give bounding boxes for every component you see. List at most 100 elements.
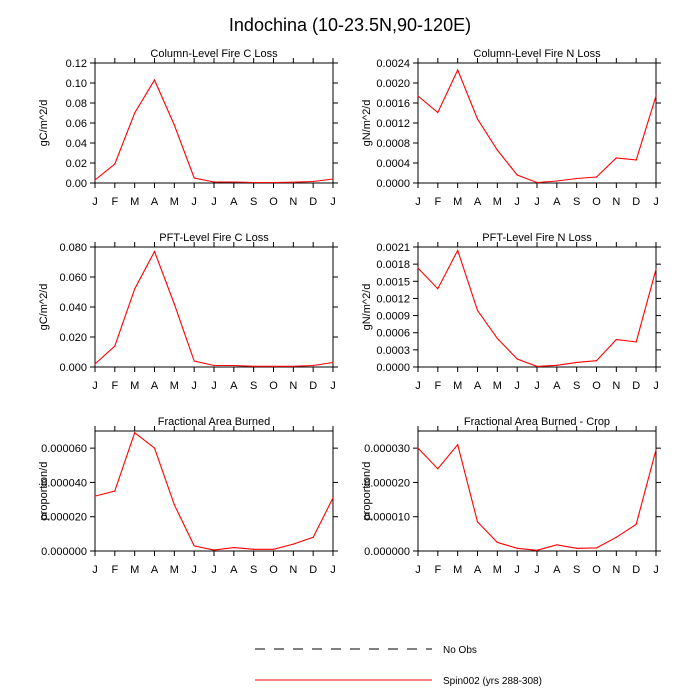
x-tick-label: M	[130, 380, 139, 392]
data-point	[655, 449, 657, 451]
data-point	[134, 288, 136, 290]
y-tick-label: 0.0000	[376, 178, 410, 190]
data-point	[496, 541, 498, 544]
y-tick-label: 0.00	[66, 178, 87, 190]
x-tick-label: J	[211, 564, 217, 576]
x-tick-label: J	[92, 196, 98, 208]
x-tick-label: M	[130, 196, 139, 208]
data-point	[536, 181, 538, 184]
chart-panel-5: Fractional Area Burnedproportion/d0.0000…	[38, 416, 338, 576]
data-point	[173, 504, 175, 506]
y-tick-label: 0.0018	[376, 259, 410, 271]
data-point	[114, 345, 116, 347]
data-point	[516, 174, 518, 176]
x-tick-label: M	[453, 380, 462, 392]
y-tick-label: 0.0021	[376, 242, 410, 254]
data-point	[134, 432, 136, 434]
x-tick-label: J	[534, 196, 540, 208]
y-tick-label: 0.080	[59, 242, 87, 254]
y-tick-label: 0.0012	[376, 118, 410, 130]
data-point	[114, 163, 116, 165]
y-tick-label: 0.0024	[376, 58, 410, 70]
data-point	[253, 181, 255, 184]
x-tick-label: M	[493, 196, 502, 208]
x-tick-label: J	[330, 196, 336, 208]
data-point	[635, 523, 637, 525]
data-point	[556, 544, 558, 546]
plot-frame	[94, 246, 334, 368]
series-line-1	[94, 78, 334, 184]
data-point	[635, 341, 637, 343]
y-tick-label: 0.0016	[376, 98, 410, 110]
data-point	[516, 358, 518, 360]
y-tick-label: 0.12	[66, 58, 87, 70]
x-tick-label: J	[191, 196, 197, 208]
x-tick-label: A	[151, 564, 159, 576]
series-line-1	[417, 68, 657, 184]
data-point	[94, 363, 96, 365]
data-point	[556, 364, 558, 366]
data-point	[476, 118, 479, 120]
data-point	[595, 176, 598, 178]
chart-panel-2: Column-Level Fire N Loss gN/m^2/d 0.0000 0.…	[361, 48, 661, 208]
x-tick-label: J	[514, 564, 520, 576]
x-tick-label: D	[309, 196, 317, 208]
chart-title: PFT-Level Fire N Loss	[482, 232, 592, 244]
data-point	[595, 360, 598, 362]
plot-frame	[417, 62, 657, 184]
data-point	[457, 444, 459, 446]
data-point	[496, 337, 498, 340]
data-point	[615, 157, 617, 159]
chart-title: Fractional Area Burned - Crop	[464, 416, 610, 428]
data-point	[437, 111, 439, 114]
y-tick-label: 0.000030	[364, 443, 410, 455]
data-point	[114, 490, 116, 492]
x-tick-label: D	[309, 380, 317, 392]
plot-frame	[417, 246, 657, 368]
y-axis-label: proportion/d	[38, 462, 50, 521]
y-tick-label: 0.08	[66, 98, 87, 110]
x-tick-label: A	[230, 564, 238, 576]
x-tick-label: F	[434, 380, 441, 392]
data-point	[134, 112, 136, 114]
y-tick-label: 0.000010	[364, 512, 410, 524]
chart-panel-6: Fractional Area Burned - Crop proportion/…	[361, 416, 661, 576]
data-point	[193, 360, 195, 362]
x-tick-label: M	[493, 564, 502, 576]
y-axis-label: proportion/d	[361, 462, 373, 521]
x-tick-label: J	[653, 564, 659, 576]
data-point	[173, 124, 175, 126]
data-point	[153, 250, 156, 253]
y-tick-label: 0.000040	[41, 477, 87, 489]
x-tick-label: A	[474, 380, 482, 392]
data-point	[457, 249, 459, 252]
data-point	[292, 181, 294, 183]
data-point	[536, 549, 538, 551]
x-tick-label: A	[553, 564, 561, 576]
x-tick-label: S	[250, 380, 257, 392]
chart-panel-1: Column-Level Fire C Loss gC/m^2/d 0.00 0.02…	[38, 48, 338, 208]
data-point	[312, 536, 314, 538]
x-tick-label: N	[612, 564, 620, 576]
x-tick-label: F	[434, 196, 441, 208]
x-tick-label: M	[170, 564, 179, 576]
x-tick-label: D	[632, 196, 640, 208]
y-tick-label: 0.000000	[364, 546, 410, 558]
data-point	[615, 338, 617, 341]
page-title: Indochina (10-23.5N,90-120E)	[229, 15, 471, 35]
chart-title: Column-Level Fire C Loss	[150, 48, 278, 60]
y-tick-label: 0.0004	[376, 158, 410, 170]
plot-frame	[94, 430, 334, 552]
data-point	[193, 545, 195, 547]
x-tick-label: N	[289, 380, 297, 392]
x-tick-label: J	[92, 564, 98, 576]
x-tick-label: J	[534, 564, 540, 576]
x-tick-label: N	[612, 380, 620, 392]
data-point	[272, 181, 275, 184]
data-point	[292, 365, 294, 367]
x-tick-label: A	[151, 380, 159, 392]
y-tick-label: 0.0003	[376, 345, 410, 357]
legend-label-spin002: Spin002 (yrs 288-308)	[443, 676, 542, 687]
x-tick-label: M	[453, 196, 462, 208]
data-point	[312, 180, 314, 183]
